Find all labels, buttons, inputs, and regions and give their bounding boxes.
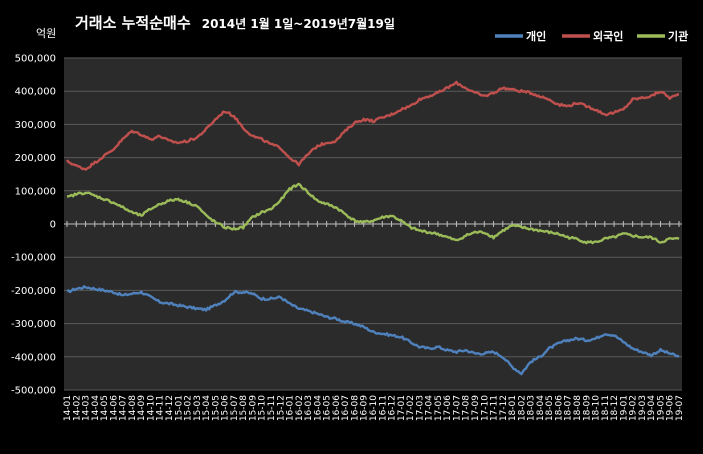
- x-tick-label: 17-03: [415, 395, 425, 421]
- x-tick-label: 14-06: [109, 395, 119, 421]
- x-tick-label: 15-04: [202, 395, 212, 421]
- y-tick-label: 300,000: [15, 120, 56, 131]
- x-tick-label: 14-10: [146, 395, 156, 421]
- chart-subtitle: 2014년 1월 1일~2019년7월19일: [202, 16, 395, 31]
- y-axis: 500,000 400,000 300,000 200,000 100,000 0 -100…: [11, 54, 56, 397]
- y-tick-label: 400,000: [15, 87, 56, 98]
- x-tick-label: 18-09: [582, 395, 592, 421]
- y-tick-label: -400,000: [11, 352, 56, 363]
- x-tick-label: 18-11: [601, 395, 611, 421]
- legend: 개인 외국인 기관: [495, 29, 688, 43]
- series-lines: [66, 80, 680, 376]
- x-tick-label: 18-03: [527, 395, 537, 421]
- x-tick-label: 16-02: [295, 395, 305, 421]
- y-tick-label: -200,000: [11, 286, 56, 297]
- x-tick-label: 15-11: [267, 395, 277, 421]
- x-tick-label: 17-08: [462, 395, 472, 421]
- x-tick-label: 16-08: [350, 395, 360, 421]
- x-tick-label: 16-05: [323, 395, 333, 421]
- x-tick-label: 18-05: [545, 395, 555, 421]
- x-tick-label: 18-04: [536, 395, 546, 421]
- x-tick-label: 15-12: [276, 395, 286, 421]
- x-tick-label: 14-08: [128, 395, 138, 421]
- x-tick-label: 15-10: [258, 395, 268, 421]
- y-tick-label: 500,000: [15, 54, 56, 65]
- x-tick-label: 17-04: [425, 395, 435, 421]
- x-tick-label: 16-12: [388, 395, 398, 421]
- x-tick-label: 15-03: [193, 395, 203, 421]
- x-tick-label: 16-06: [332, 395, 342, 421]
- x-tick-label: 18-07: [564, 395, 574, 421]
- y-tick-label: -500,000: [11, 386, 56, 397]
- x-tick-label: 19-03: [638, 395, 648, 421]
- legend-label: 개인: [526, 29, 546, 43]
- x-tick-label: 14-11: [156, 395, 166, 421]
- x-tick-label: 19-05: [656, 395, 666, 421]
- x-tick-label: 17-05: [434, 395, 444, 421]
- x-tick-label: 15-01: [174, 395, 184, 421]
- x-tick-label: 18-08: [573, 395, 583, 421]
- x-tick-label: 16-09: [360, 395, 370, 421]
- x-tick-label: 19-02: [629, 395, 639, 421]
- x-tick-label: 18-10: [592, 395, 602, 421]
- y-tick-label: 200,000: [15, 153, 56, 164]
- x-tick-label: 19-06: [666, 395, 676, 421]
- x-tick-label: 19-01: [619, 395, 629, 421]
- x-tick-label: 18-01: [508, 395, 518, 421]
- x-tick-label: 17-07: [452, 395, 462, 421]
- x-tick-label: 18-12: [610, 395, 620, 421]
- x-tick-label: 19-04: [647, 395, 657, 421]
- legend-label: 외국인: [593, 29, 623, 43]
- x-axis: 14-01 14-02 14-03 14-04 14-05 14-06 14-07 14-08…: [63, 221, 685, 421]
- legend-label: 기관: [668, 29, 688, 43]
- x-tick-label: 15-02: [184, 395, 194, 421]
- x-tick-label: 14-03: [82, 395, 92, 421]
- x-tick-label: 17-09: [471, 395, 481, 421]
- x-tick-label: 16-01: [286, 395, 296, 421]
- x-tick-label: 17-06: [443, 395, 453, 421]
- x-tick-label: 14-09: [137, 395, 147, 421]
- series-line-2: [66, 80, 679, 171]
- x-tick-label: 15-09: [248, 395, 258, 421]
- x-tick-label: 16-10: [369, 395, 379, 421]
- x-tick-label: 16-11: [378, 395, 388, 421]
- x-tick-label: 14-01: [63, 395, 73, 421]
- chart-title: 거래소 누적순매수 2014년 1월 1일~2019년7월19일: [75, 13, 395, 32]
- y-tick-label: -100,000: [11, 253, 56, 264]
- x-tick-label: 15-06: [221, 395, 231, 421]
- x-tick-label: 14-05: [100, 395, 110, 421]
- x-tick-label: 17-01: [397, 395, 407, 421]
- y-axis-unit-label: 억원: [36, 27, 56, 40]
- x-tick-label: 14-07: [119, 395, 129, 421]
- y-tick-label: 0: [50, 220, 56, 231]
- x-tick-label: 15-07: [230, 395, 240, 421]
- x-tick-label: 15-08: [239, 395, 249, 421]
- x-tick-label: 14-02: [72, 395, 82, 421]
- x-tick-label: 15-05: [211, 395, 221, 421]
- series-line-3: [66, 182, 680, 245]
- x-tick-label: 14-12: [165, 395, 175, 421]
- series-line-1: [66, 285, 680, 376]
- x-tick-label: 19-07: [675, 395, 685, 421]
- x-tick-label: 16-03: [304, 395, 314, 421]
- y-tick-label: 100,000: [15, 186, 56, 197]
- y-tick-label: -300,000: [11, 319, 56, 330]
- x-tick-label: 17-02: [406, 395, 416, 421]
- x-tick-label: 16-07: [341, 395, 351, 421]
- chart-title-main: 거래소 누적순매수: [75, 14, 191, 32]
- x-tick-label: 18-02: [517, 395, 527, 421]
- x-tick-label: 17-12: [499, 395, 509, 421]
- x-tick-label: 18-06: [554, 395, 564, 421]
- x-tick-label: 17-10: [480, 395, 490, 421]
- x-tick-label: 16-04: [313, 395, 323, 421]
- x-tick-label: 17-11: [490, 395, 500, 421]
- x-tick-label: 14-04: [91, 395, 101, 421]
